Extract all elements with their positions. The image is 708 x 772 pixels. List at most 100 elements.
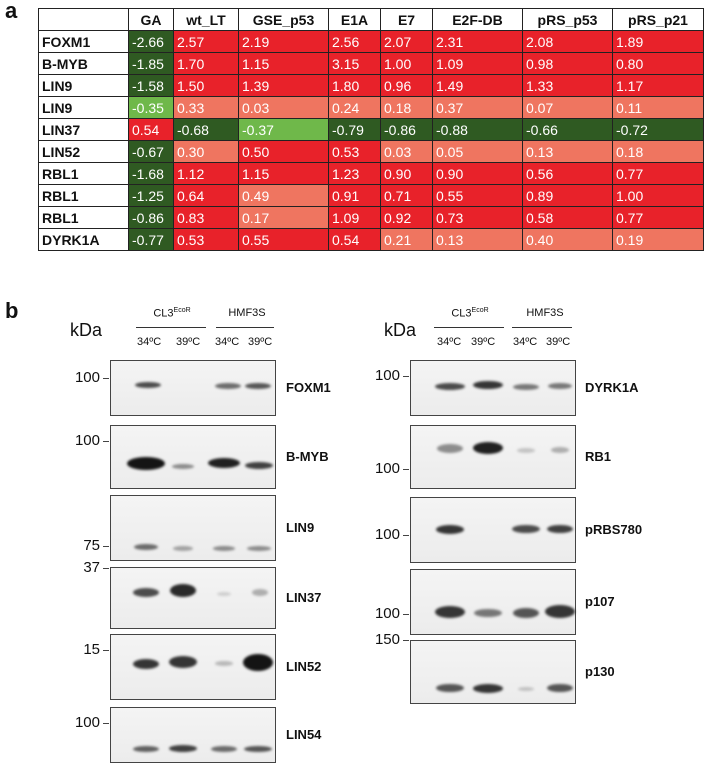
heatmap-row-gene-label: RBL1 — [38, 206, 129, 229]
protein-label: LIN9 — [286, 520, 315, 535]
marker-tick — [103, 441, 109, 442]
protein-band — [547, 525, 573, 533]
heatmap-value-cell: -0.35 — [128, 96, 174, 119]
heatmap-value-cell: -0.67 — [128, 140, 174, 163]
temp-label: 39ºC — [248, 336, 273, 348]
protein-band — [436, 524, 464, 534]
protein-label: LIN37 — [286, 590, 322, 605]
molecular-weight-marker: 75 — [83, 537, 100, 554]
temp-label: 39ºC — [546, 336, 571, 348]
group-rule — [512, 327, 572, 328]
heatmap-value-cell: 0.92 — [380, 206, 433, 229]
kda-label-right: kDa — [384, 320, 417, 340]
heatmap-value-cell: 0.96 — [380, 74, 433, 97]
heatmap-value-cell: -1.25 — [128, 184, 174, 207]
heatmap-value-cell: 1.50 — [173, 74, 239, 97]
marker-tick — [103, 568, 109, 569]
molecular-weight-marker: 100 — [74, 714, 100, 731]
heatmap-value-cell: 0.18 — [380, 96, 433, 119]
protein-label: DYRK1A — [585, 380, 639, 395]
protein-band — [513, 384, 539, 390]
protein-band — [435, 382, 465, 390]
group-rule — [216, 327, 274, 328]
heatmap-value-cell: -1.58 — [128, 74, 174, 97]
protein-band — [517, 447, 535, 453]
heatmap-header-row: GA wt_LT GSE_p53 E1A E7 E2F-DB pRS_p53 pRS_p21 — [38, 8, 704, 31]
kda-label-left: kDa — [70, 320, 103, 340]
heatmap-value-cell: -0.37 — [238, 118, 329, 141]
heatmap-row: LIN9 -1.58 1.50 1.39 1.80 0.96 1.49 1.33 1.17 — [38, 74, 704, 97]
protein-band — [173, 545, 193, 551]
heatmap-value-cell: 1.89 — [612, 30, 704, 53]
heatmap-row: FOXM1 -2.66 2.57 2.19 2.56 2.07 2.31 2.08 1.89 — [38, 30, 704, 53]
group-rule — [434, 327, 504, 328]
temp-label: 39ºC — [471, 336, 496, 348]
protein-label: p107 — [585, 594, 615, 609]
protein-band — [551, 447, 569, 453]
heatmap-value-cell: -0.88 — [432, 118, 523, 141]
heatmap-value-cell: 0.13 — [432, 228, 523, 251]
heatmap-value-cell: 2.57 — [173, 30, 239, 53]
heatmap-value-cell: -0.68 — [173, 118, 239, 141]
panel-a-label: a — [5, 0, 18, 23]
heatmap-value-cell: 0.80 — [612, 52, 704, 75]
heatmap-column-header: E2F-DB — [432, 8, 523, 31]
heatmap-row: RBL1 -1.25 0.64 0.49 0.91 0.71 0.55 0.89 1.00 — [38, 184, 704, 207]
protein-band — [245, 461, 273, 469]
protein-band — [133, 587, 159, 597]
heatmap-value-cell: 0.11 — [612, 96, 704, 119]
heatmap-value-cell: 0.33 — [173, 96, 239, 119]
protein-label: FOXM1 — [286, 380, 331, 395]
heatmap-value-cell: 0.77 — [612, 206, 704, 229]
heatmap-row-gene-label: LIN9 — [38, 74, 129, 97]
protein-band — [127, 456, 165, 470]
heatmap-value-cell: 2.08 — [522, 30, 613, 53]
heatmap-value-cell: 0.56 — [522, 162, 613, 185]
blot-image-p130 — [410, 640, 576, 704]
heatmap-value-cell: 0.49 — [238, 184, 329, 207]
group-title-cl3-right: CL3EcoR — [451, 307, 489, 320]
heatmap-value-cell: 0.55 — [432, 184, 523, 207]
temp-label: 34ºC — [513, 336, 538, 348]
group-title-hmf3s-left: HMF3S — [228, 307, 266, 319]
heatmap-row: DYRK1A -0.77 0.53 0.55 0.54 0.21 0.13 0.40 0.19 — [38, 228, 704, 251]
marker-tick — [103, 546, 109, 547]
protein-band — [547, 684, 573, 692]
group-title-hmf3s-right: HMF3S — [526, 307, 564, 319]
protein-band — [172, 463, 194, 469]
heatmap-row-gene-label: LIN37 — [38, 118, 129, 141]
heatmap-row-gene-label: FOXM1 — [38, 30, 129, 53]
protein-band — [435, 606, 465, 618]
protein-band — [245, 383, 271, 389]
molecular-weight-marker: 150 — [374, 631, 400, 648]
molecular-weight-marker: 100 — [374, 526, 400, 543]
protein-band — [243, 653, 273, 671]
protein-band — [252, 588, 268, 596]
protein-band — [512, 525, 540, 533]
heatmap-value-cell: 0.90 — [380, 162, 433, 185]
molecular-weight-marker: 100 — [74, 369, 100, 386]
molecular-weight-marker: 100 — [374, 605, 400, 622]
heatmap-row: LIN37 0.54 -0.68 -0.37 -0.79 -0.86 -0.88 -0.66-… — [38, 118, 704, 141]
panel-b-label: b — [5, 298, 19, 323]
heatmap-value-cell: 1.33 — [522, 74, 613, 97]
heatmap-value-cell: 0.18 — [612, 140, 704, 163]
expression-heatmap-table: GA wt_LT GSE_p53 E1A E7 E2F-DB pRS_p53 pRS_p21 … — [38, 8, 704, 251]
protein-band — [548, 383, 572, 389]
protein-band — [213, 545, 235, 551]
heatmap-value-cell: 0.91 — [328, 184, 381, 207]
protein-band — [169, 656, 197, 668]
heatmap-value-cell: 2.56 — [328, 30, 381, 53]
heatmap-value-cell: -0.79 — [328, 118, 381, 141]
temp-label: 34ºC — [215, 336, 240, 348]
heatmap-value-cell: 0.90 — [432, 162, 523, 185]
protein-band — [545, 604, 575, 618]
heatmap-value-cell: 1.23 — [328, 162, 381, 185]
heatmap-value-cell: 0.24 — [328, 96, 381, 119]
heatmap-column-header: E7 — [380, 8, 433, 31]
heatmap-value-cell: 0.98 — [522, 52, 613, 75]
heatmap-value-cell: -1.68 — [128, 162, 174, 185]
protein-band — [473, 683, 503, 693]
protein-band — [244, 746, 272, 752]
molecular-weight-marker: 100 — [374, 367, 400, 384]
